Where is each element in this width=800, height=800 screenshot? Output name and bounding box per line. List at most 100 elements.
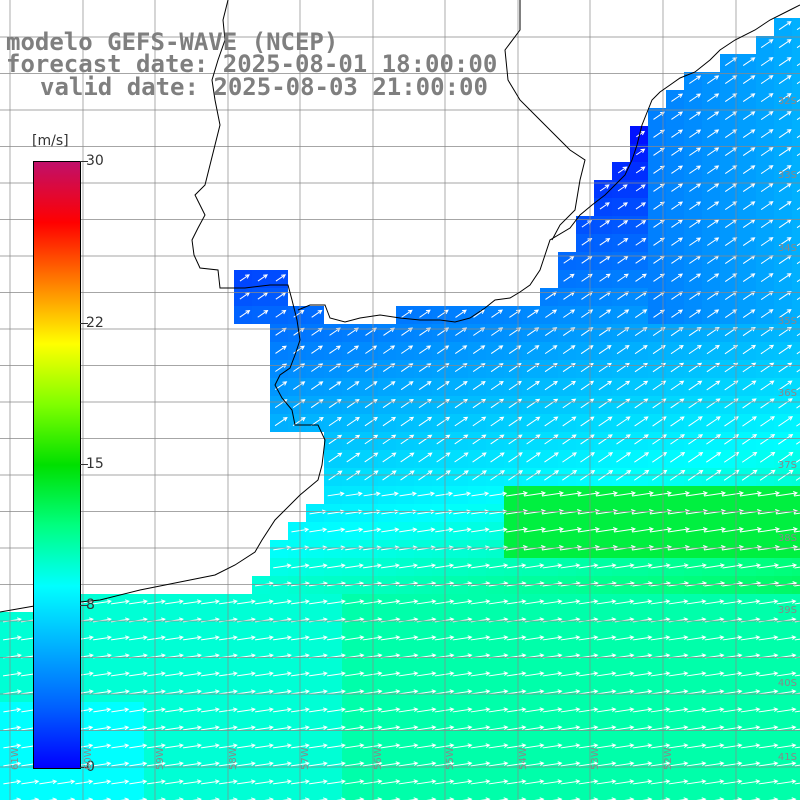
- wind-arrow: [506, 599, 527, 605]
- wind-arrow: [311, 345, 323, 354]
- wind-arrow: [596, 635, 617, 641]
- wind-speed-cell: [792, 144, 800, 162]
- wind-arrow: [758, 779, 779, 785]
- wind-arrow: [614, 689, 635, 695]
- wind-arrow: [686, 599, 707, 605]
- wind-arrow: [740, 563, 762, 569]
- wind-arrow: [470, 545, 490, 551]
- wind-arrow: [434, 671, 455, 677]
- wind-arrow: [632, 635, 653, 641]
- wind-arrow: [742, 344, 757, 355]
- wind-arrow: [435, 527, 454, 533]
- wind-arrow: [398, 635, 419, 641]
- wind-speed-cell: [792, 18, 800, 36]
- wind-arrow: [506, 563, 527, 569]
- wind-arrow: [362, 563, 382, 569]
- wind-arrow: [671, 201, 684, 210]
- wind-arrow: [722, 761, 743, 767]
- wind-arrow: [164, 743, 184, 749]
- wind-speed-cell: [270, 792, 288, 800]
- wind-arrow: [417, 527, 436, 533]
- wind-arrow: [93, 707, 112, 713]
- wind-arrow: [542, 761, 563, 767]
- wind-arrow: [200, 707, 220, 713]
- wind-arrow: [776, 725, 797, 731]
- wind-arrow: [273, 563, 292, 569]
- wind-arrow: [794, 602, 800, 605]
- wind-arrow: [326, 761, 346, 767]
- wind-arrow: [542, 725, 563, 731]
- wind-arrow: [671, 147, 684, 156]
- wind-arrow: [470, 689, 491, 695]
- wind-arrow: [599, 255, 611, 264]
- wind-arrow: [275, 345, 287, 354]
- wind-arrow: [742, 434, 758, 445]
- wind-arrow: [489, 491, 508, 497]
- wind-arrow: [236, 779, 256, 785]
- wind-arrow: [635, 184, 646, 192]
- wind-arrow: [308, 671, 328, 677]
- wind-arrow: [200, 725, 220, 731]
- wind-arrow: [400, 416, 415, 427]
- wind-arrow: [739, 491, 762, 497]
- wind-arrow: [740, 635, 761, 641]
- wind-arrow: [634, 416, 649, 427]
- wind-arrow: [760, 57, 774, 67]
- wind-arrow: [650, 689, 671, 695]
- wind-arrow: [650, 563, 671, 569]
- wind-arrow: [472, 434, 487, 445]
- latitude-label: 32S: [777, 96, 797, 107]
- wind-arrow: [578, 671, 599, 677]
- wind-arrow: [796, 261, 800, 265]
- wind-arrow: [272, 743, 292, 749]
- wind-arrow: [776, 707, 797, 713]
- wind-speed-cell: [630, 792, 648, 800]
- wind-arrow: [93, 779, 112, 785]
- wind-arrow: [488, 563, 509, 569]
- wind-arrow: [505, 545, 528, 551]
- wind-arrow: [796, 279, 800, 283]
- wind-arrow: [706, 434, 722, 445]
- wind-arrow: [560, 635, 581, 641]
- wind-arrow: [129, 761, 148, 767]
- wind-speed-cell: [180, 792, 198, 800]
- wind-arrow: [793, 512, 800, 515]
- wind-arrow: [471, 491, 490, 497]
- wind-arrow: [3, 707, 22, 713]
- color-scale-tick-label: 8: [86, 597, 95, 614]
- wind-arrow: [778, 183, 792, 193]
- wind-arrow: [398, 563, 419, 569]
- wind-arrow: [345, 491, 363, 497]
- wind-arrow: [724, 75, 738, 84]
- wind-arrow: [742, 309, 756, 319]
- wind-arrow: [308, 761, 328, 767]
- wind-arrow: [419, 345, 432, 354]
- wind-arrow: [760, 165, 774, 175]
- wind-arrow: [724, 219, 738, 228]
- wind-arrow: [632, 599, 653, 605]
- wind-speed-cell: [792, 288, 800, 306]
- wind-arrow: [688, 416, 703, 427]
- wind-arrow: [454, 345, 468, 354]
- wind-arrow: [92, 635, 112, 641]
- wind-arrow: [633, 469, 650, 481]
- wind-arrow: [776, 743, 797, 749]
- wind-arrow: [416, 599, 437, 605]
- wind-arrow: [635, 148, 646, 156]
- wind-arrow: [742, 291, 756, 301]
- wind-arrow: [707, 111, 720, 120]
- wind-arrow: [292, 381, 306, 390]
- wind-arrow: [740, 725, 761, 731]
- wind-arrow: [328, 381, 342, 391]
- wind-arrow: [346, 470, 361, 481]
- wind-arrow: [668, 725, 689, 731]
- wind-speed-cell: [414, 792, 432, 800]
- wind-arrow: [308, 599, 328, 605]
- wind-arrow: [560, 779, 581, 785]
- wind-arrow: [613, 527, 636, 533]
- wind-arrow: [2, 671, 22, 677]
- wind-arrow: [598, 434, 613, 445]
- wind-arrow: [742, 147, 756, 157]
- wind-arrow: [671, 93, 684, 102]
- wind-arrow: [668, 743, 689, 749]
